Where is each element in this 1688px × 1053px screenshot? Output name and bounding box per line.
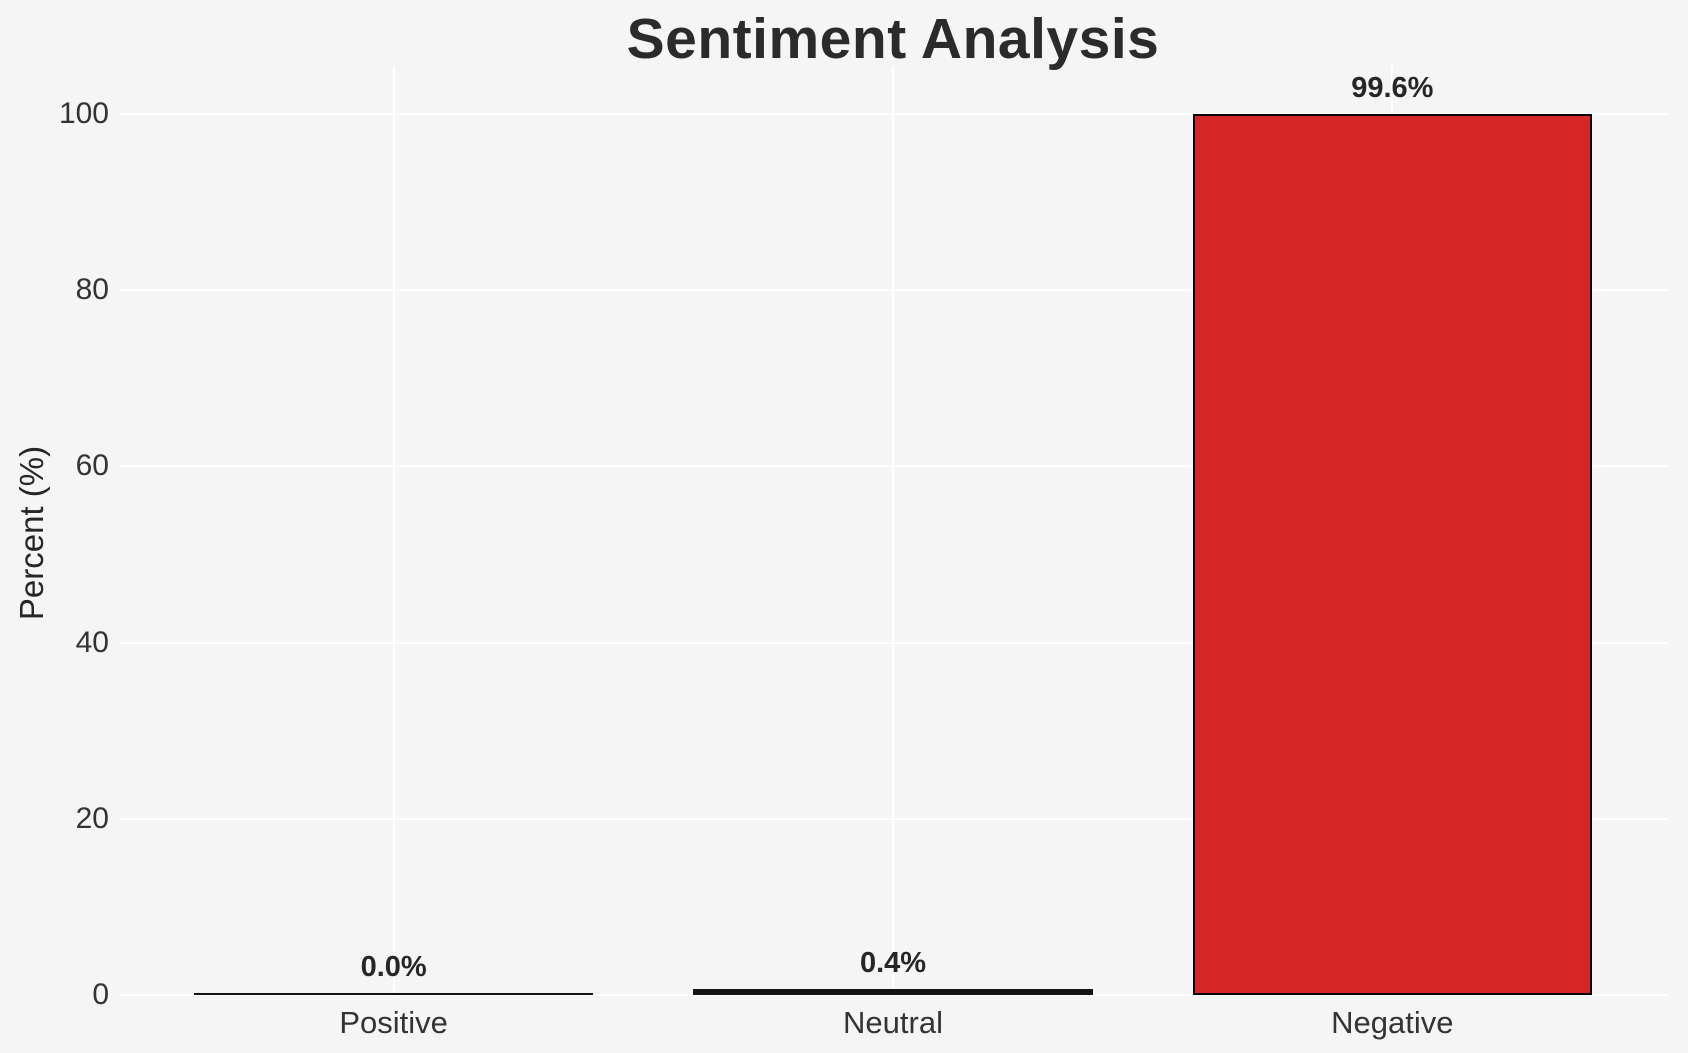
bar-value-label: 0.4% xyxy=(859,947,927,980)
x-tick-label-positive: Positive xyxy=(339,1005,448,1040)
y-tick-label-20: 20 xyxy=(75,801,109,835)
gridline-vertical xyxy=(392,66,395,995)
bar-value-label: 99.6% xyxy=(1351,71,1434,104)
bar-neutral xyxy=(693,989,1093,995)
y-tick-label-80: 80 xyxy=(75,273,109,307)
gridline-vertical xyxy=(892,66,894,995)
x-tick-label-negative: Negative xyxy=(1331,1005,1454,1040)
gridline-horizontal xyxy=(119,994,1667,996)
plot-area: 0.0% 0.4% 99.6% xyxy=(119,66,1667,996)
y-tick-label-40: 40 xyxy=(75,625,109,659)
bar-negative xyxy=(1192,113,1593,995)
chart-title: Sentiment Analysis xyxy=(626,7,1160,71)
y-tick-label-60: 60 xyxy=(75,449,109,483)
bar-value-label: 0.0% xyxy=(360,951,427,983)
y-tick-label-0: 0 xyxy=(92,978,109,1011)
bar-positive xyxy=(193,993,594,995)
y-tick-label-100: 100 xyxy=(58,97,109,130)
x-tick-label-neutral: Neutral xyxy=(843,1005,943,1040)
